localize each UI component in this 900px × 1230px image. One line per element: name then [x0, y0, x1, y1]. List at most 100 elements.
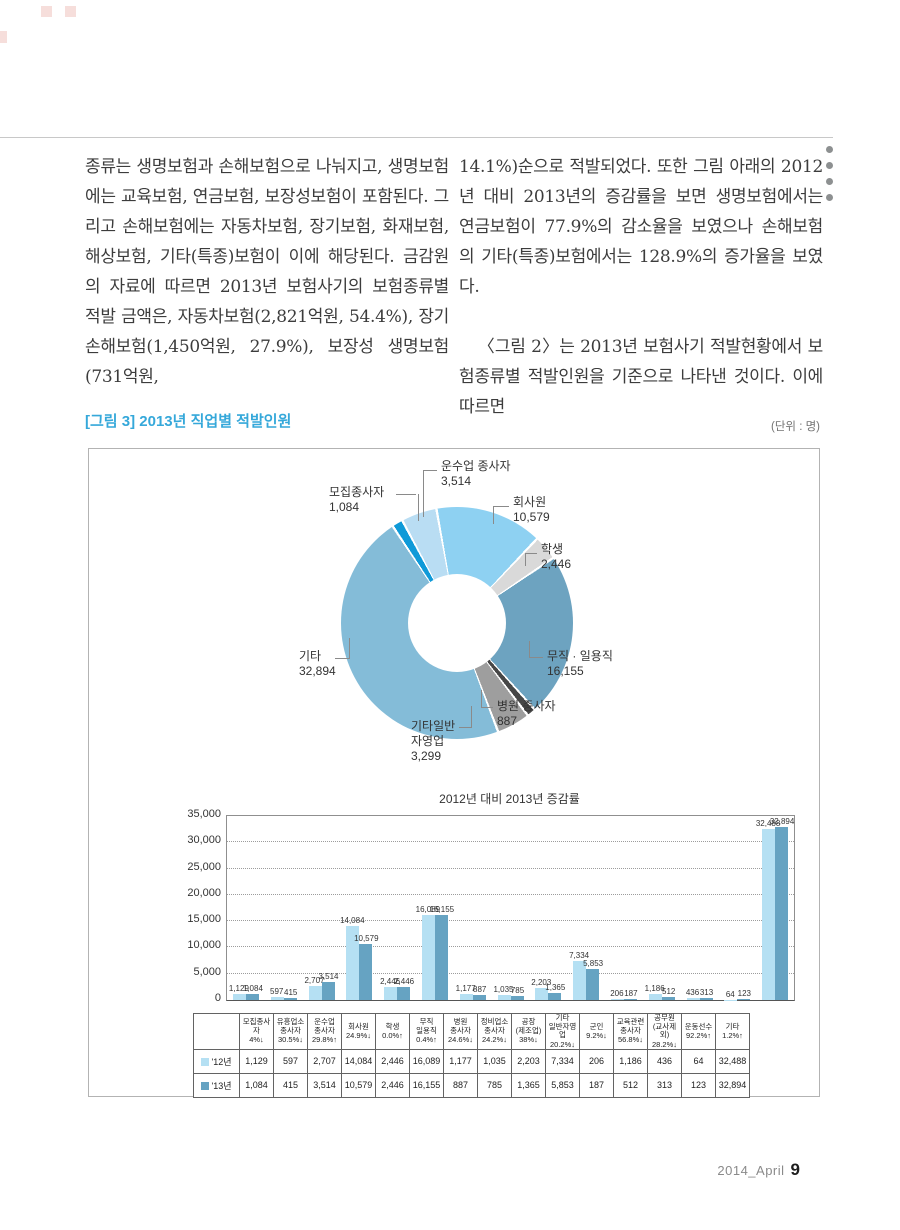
donut-callout-line: 기타일반	[411, 719, 456, 733]
donut-callout: 기타일반 자영업 3,299	[411, 719, 455, 764]
bar-value-label: 16,155	[429, 905, 455, 915]
table-cell: 436	[647, 1048, 682, 1074]
table-column-header: 기타 1.2%↑	[715, 1013, 750, 1050]
print-artifact	[65, 6, 76, 17]
table-cell: 1,186	[613, 1048, 648, 1074]
bar-13	[661, 997, 675, 1000]
bar-chart-plot: 1,129 597 2,707 14,084 2,446 16,089 1,177 1,035…	[226, 815, 795, 1001]
bar-value-label: 5,853	[583, 959, 604, 969]
category-name: 교육관련	[616, 1017, 645, 1027]
category-change: 1.2%↑	[722, 1031, 743, 1040]
table-cell: 785	[477, 1072, 512, 1098]
bar-12	[497, 994, 511, 1000]
donut-callout: 학생 2,446	[541, 542, 571, 572]
bar-value-label: 887	[473, 985, 487, 995]
bar-13	[321, 981, 335, 1000]
category-name: 기타	[725, 1021, 740, 1031]
table-cell: 14,084	[341, 1048, 376, 1074]
category-change: 92.2%↑	[685, 1031, 712, 1040]
bar-value-label: 512	[662, 987, 676, 997]
table-cell: 32,894	[715, 1072, 750, 1098]
category-change: 4%↓	[249, 1035, 264, 1045]
table-column-header: 공무원 (교사제외) 28.2%↓	[647, 1013, 682, 1050]
donut-hole	[408, 574, 506, 672]
category-name: 학생	[385, 1021, 400, 1031]
footer-page-number: 9	[790, 1160, 800, 1179]
category-name: 종사자	[314, 1025, 335, 1035]
table-column-header: 정비업소 종사자 24.2%↓	[477, 1013, 512, 1050]
leader-line	[493, 506, 509, 507]
gridline	[227, 893, 794, 895]
bar-13	[434, 915, 448, 1000]
bar-13	[623, 999, 637, 1000]
gridline	[227, 841, 794, 843]
category-name: 정비업소	[480, 1017, 509, 1027]
body-text-left-column: 종류는 생명보험과 손해보험으로 나눠지고, 생명보험에는 교육보험, 연금보험…	[85, 157, 449, 387]
page-footer: 2014_April 9	[717, 1160, 800, 1180]
leader-line	[335, 658, 349, 659]
category-name: 운수업	[314, 1017, 335, 1027]
bar-13	[397, 987, 411, 1000]
leader-line	[423, 470, 437, 471]
category-change: 0.4%↑	[416, 1035, 437, 1045]
bar-value-label: 32,894	[769, 817, 795, 827]
y-axis-tick-label: 35,000	[187, 808, 221, 820]
leader-line	[525, 553, 526, 566]
y-axis-tick-label: 30,000	[187, 834, 221, 847]
table-cell: 2,203	[511, 1048, 546, 1074]
donut-callout-line: 기타	[299, 649, 322, 663]
category-name: 운동선수	[684, 1021, 713, 1031]
donut-callout: 병원 종사자 887	[497, 699, 556, 729]
table-cell: 1,084	[239, 1072, 274, 1098]
leader-line	[493, 506, 494, 524]
gridline	[227, 972, 794, 974]
table-column-header: 군인 9.2%↓	[579, 1013, 614, 1050]
figure-unit-label: (단위 : 명)	[771, 421, 820, 433]
dot-icon	[826, 162, 833, 169]
donut-callout: 회사원 10,579	[513, 495, 550, 525]
bar-12	[535, 988, 549, 1000]
y-axis-tick-label: 20,000	[187, 886, 221, 899]
donut-callout-line: 운수업 종사자	[441, 459, 511, 473]
paragraph: 〈그림 2〉는 2013년 보험사기 적발현황에서 보험종류별 적발인원을 기준…	[459, 337, 823, 417]
category-name: 공장	[521, 1017, 536, 1027]
table-column-header: 운동선수 92.2%↑	[681, 1013, 716, 1050]
bar-12	[762, 829, 776, 1000]
table-cell: 1,365	[511, 1072, 546, 1098]
table-cell: 2,707	[307, 1048, 342, 1074]
bar-value-label: 785	[510, 985, 525, 995]
table-cell: 1,129	[239, 1048, 274, 1074]
bar-value-label: 1,177	[455, 983, 476, 993]
bar-12	[421, 915, 435, 1000]
bar-value-label: 14,084	[340, 915, 365, 925]
table-cell: 10,579	[341, 1072, 376, 1098]
donut-callout-line: 회사원	[513, 495, 547, 509]
table-cell: 2,446	[375, 1072, 410, 1098]
category-change: 29.8%↑	[311, 1035, 338, 1045]
leader-line	[525, 553, 537, 554]
table-cell: 887	[443, 1072, 478, 1098]
table-column-header: 운수업 종사자 29.8%↑	[307, 1013, 342, 1050]
dot-ornament	[826, 146, 834, 210]
y-axis-tick-label: 0	[214, 992, 221, 1004]
donut-callout-line: 32,894	[299, 664, 336, 678]
table-cell: 5,853	[545, 1072, 580, 1098]
category-change: 30.5%↓	[277, 1035, 304, 1045]
table-cell: 16,155	[409, 1072, 444, 1098]
table-row: '12년 1,129 597 2,707 14,084 2,446 16,089 1,177 1…	[193, 1048, 750, 1074]
bar-value-label: 597	[270, 986, 284, 996]
category-name: 일반자영업	[548, 1021, 577, 1039]
bar-value-label: 10,579	[354, 934, 379, 944]
bar-value-label: 64	[725, 989, 735, 999]
table-cell: 64	[681, 1048, 716, 1074]
bar-value-label: 436	[685, 987, 700, 997]
bar-13	[283, 997, 297, 1000]
donut-callout-line: 학생	[541, 542, 564, 556]
table-cell: 512	[613, 1072, 648, 1098]
bar-value-label: 206	[610, 988, 624, 998]
category-change: 24.9%↓	[345, 1031, 372, 1040]
y-axis-tick-label: 15,000	[187, 913, 221, 926]
table-column-header: 기타 일반자영업 20.2%↓	[545, 1013, 580, 1050]
table-cell: 1,177	[443, 1048, 478, 1074]
category-name: 일용직	[416, 1025, 437, 1035]
